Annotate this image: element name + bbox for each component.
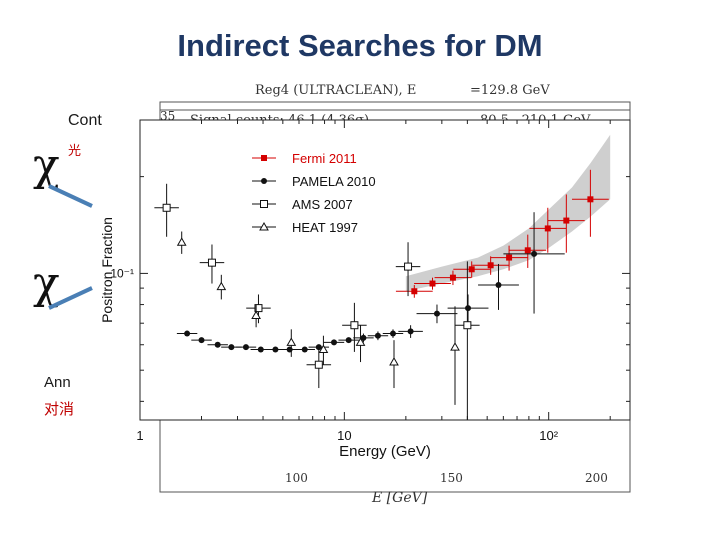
background-plot: Reg4 (ULTRACLEAN), E =129.8 GeV Signal c… xyxy=(159,83,631,506)
legend-marker xyxy=(261,178,267,184)
data-point xyxy=(228,344,235,351)
data-point xyxy=(251,310,261,319)
data-layer xyxy=(154,169,609,420)
x-tick-label: 10² xyxy=(539,428,558,443)
positron-fraction-chart: 1 10 10² 10⁻¹ Positron Fraction Energy (GeV… xyxy=(99,119,631,460)
data-point xyxy=(374,332,381,339)
data-point xyxy=(463,321,472,330)
background-plot-x-tick: 200 xyxy=(585,471,608,485)
legend: Fermi 2011 PAMELA 2010 AMS 2007 HEAT 1997 xyxy=(252,151,376,235)
data-point xyxy=(272,346,279,353)
data-point xyxy=(314,360,323,369)
series-heat-1997 xyxy=(176,231,460,405)
data-point xyxy=(360,334,367,341)
data-point xyxy=(411,288,418,295)
background-plot-header-left: Reg4 (ULTRACLEAN), E xyxy=(255,83,416,98)
data-point xyxy=(563,217,570,224)
data-point xyxy=(350,321,359,330)
data-point xyxy=(407,328,414,335)
background-plot-x-tick: 150 xyxy=(440,471,463,485)
fragment-red-small: 光 xyxy=(68,143,82,158)
legend-marker xyxy=(259,221,269,231)
x-tick-label: 1 xyxy=(136,428,143,443)
fragment-ann: Ann xyxy=(44,374,71,391)
legend-label: AMS 2007 xyxy=(292,197,353,212)
legend-marker xyxy=(260,200,268,208)
fragment-cont: Cont xyxy=(68,112,102,129)
data-point xyxy=(389,330,396,337)
data-point xyxy=(495,282,502,289)
series-pamela-2010 xyxy=(176,212,565,353)
data-point xyxy=(531,250,538,257)
data-point xyxy=(487,262,494,269)
data-point xyxy=(207,258,216,267)
data-point xyxy=(254,304,263,313)
data-point xyxy=(389,357,399,366)
background-plot-x-label: E [GeV] xyxy=(371,490,428,506)
plot-background xyxy=(140,120,630,420)
data-point xyxy=(345,337,352,344)
data-point xyxy=(355,337,366,346)
y-tick-label: 10⁻¹ xyxy=(110,266,134,280)
chi-symbol-top: χ xyxy=(33,140,60,191)
series-fermi-2011 xyxy=(395,169,609,298)
feynman-lines xyxy=(48,184,93,310)
data-point xyxy=(449,274,456,281)
data-point xyxy=(176,237,187,246)
legend-marker xyxy=(261,155,267,161)
feynman-line-bottom xyxy=(48,286,93,310)
data-point xyxy=(184,330,191,337)
legend-label: HEAT 1997 xyxy=(292,220,358,235)
x-tick-label: 10 xyxy=(337,428,351,443)
data-point xyxy=(450,342,460,351)
y-axis-label: Positron Fraction xyxy=(99,217,115,323)
x-axis-label: Energy (GeV) xyxy=(339,443,431,460)
data-point xyxy=(216,281,227,291)
background-plot-x-tick: 100 xyxy=(285,471,308,485)
fragment-ann-cn: 对消 xyxy=(44,401,75,418)
data-point xyxy=(468,266,475,273)
data-point xyxy=(587,196,594,203)
data-point xyxy=(318,344,329,353)
slide-title: Indirect Searches for DM xyxy=(177,28,543,63)
data-point xyxy=(465,305,472,312)
data-point xyxy=(242,344,249,351)
data-point xyxy=(404,262,413,271)
data-point xyxy=(214,341,221,348)
data-point xyxy=(286,337,297,346)
data-point xyxy=(162,203,171,212)
legend-label: Fermi 2011 xyxy=(292,151,357,166)
data-point xyxy=(429,280,436,287)
background-plot-header-right: =129.8 GeV xyxy=(470,83,550,98)
legend-label: PAMELA 2010 xyxy=(292,174,376,189)
data-point xyxy=(544,225,551,232)
data-point xyxy=(506,254,513,261)
data-point xyxy=(331,339,338,346)
tick-layer: 1 10 10² 10⁻¹ xyxy=(110,119,630,443)
data-point xyxy=(433,310,440,317)
series-ams-2007 xyxy=(154,183,480,420)
data-point xyxy=(257,346,264,353)
data-point xyxy=(301,346,308,353)
data-point xyxy=(198,337,205,344)
plot-frame xyxy=(139,119,631,421)
feynman-line-top xyxy=(48,184,93,208)
chi-symbol-bottom: χ xyxy=(33,258,60,309)
data-point xyxy=(524,247,531,254)
